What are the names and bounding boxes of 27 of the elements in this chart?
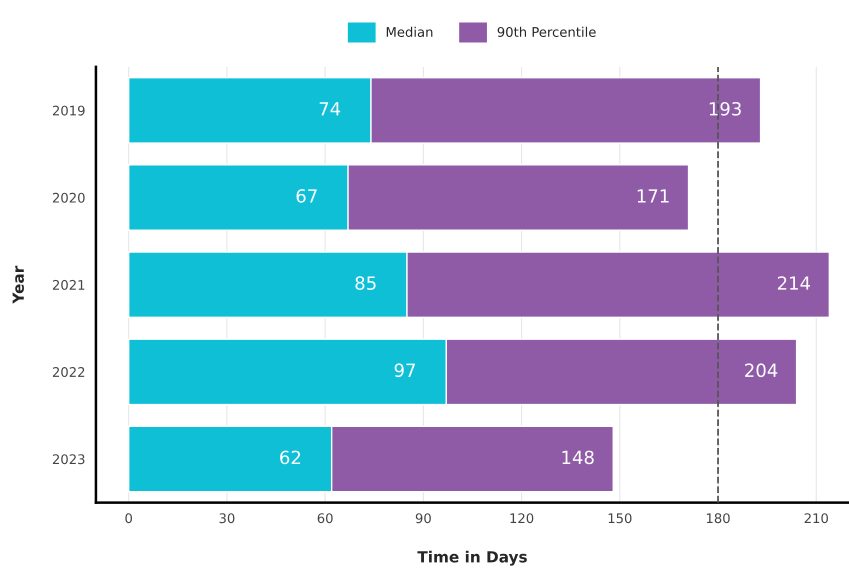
x-tick-label: 90 xyxy=(416,513,431,524)
x-tick-label: 0 xyxy=(125,513,132,524)
legend-label: Median xyxy=(386,26,432,37)
data-label: 62 xyxy=(280,450,300,464)
y-tick-label: 2022 xyxy=(52,367,84,378)
x-tick-label: 180 xyxy=(706,513,730,524)
total-label: 171 xyxy=(638,189,669,203)
data-label: 97 xyxy=(394,363,415,378)
legend-label: 90th Percentile xyxy=(498,26,596,37)
data-label: 67 xyxy=(296,189,317,203)
y-axis-title: Year xyxy=(12,266,24,304)
data-label: 74 xyxy=(320,102,340,116)
y-tick-label: 2021 xyxy=(52,280,84,290)
x-axis-title: Time in Days xyxy=(417,550,527,566)
total-label: 193 xyxy=(710,102,741,116)
total-label: 204 xyxy=(745,363,778,378)
data-label: 85 xyxy=(355,276,376,290)
x-tick-label: 30 xyxy=(220,513,234,524)
total-label: 214 xyxy=(778,276,810,290)
y-tick-label: 2023 xyxy=(52,454,84,464)
total-label: 148 xyxy=(562,450,594,464)
y-tick-label: 2020 xyxy=(52,192,85,203)
x-tick-label: 60 xyxy=(318,513,333,524)
x-tick-label: 120 xyxy=(510,513,534,524)
y-tick-label: 2019 xyxy=(52,106,85,116)
x-tick-label: 210 xyxy=(804,513,828,524)
x-tick-label: 150 xyxy=(608,513,632,524)
